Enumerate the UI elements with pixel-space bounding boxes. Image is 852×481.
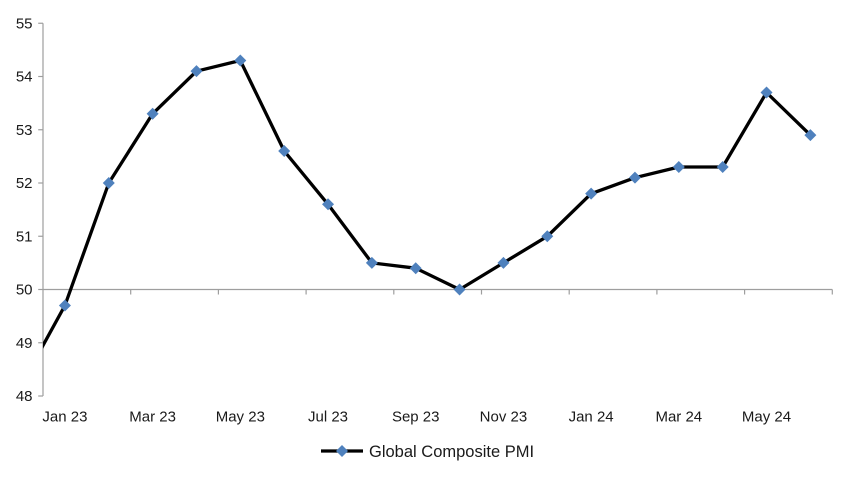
y-axis-tick-label: 49: [16, 335, 33, 352]
y-axis-tick-label: 51: [16, 228, 33, 245]
data-point-marker: [453, 283, 466, 296]
series-line: [43, 58, 813, 349]
data-point-marker: [102, 177, 115, 189]
data-point-marker: [585, 187, 598, 200]
data-point-marker: [804, 129, 817, 142]
data-point-marker: [541, 230, 554, 243]
y-axis-tick-label: 48: [16, 388, 33, 405]
y-axis-tick-label: 53: [16, 122, 33, 139]
data-point-marker: [497, 256, 510, 269]
data-point-marker: [409, 262, 422, 275]
y-axis-tick-label: 50: [16, 282, 33, 299]
x-axis-tick-label: May 24: [742, 409, 791, 426]
legend: Global Composite PMI: [321, 443, 534, 461]
x-axis-tick-label: Nov 23: [480, 409, 528, 426]
data-point-marker: [234, 54, 247, 67]
axes: [38, 22, 833, 397]
y-axis-tick-label: 52: [16, 175, 33, 192]
y-axis: 55 54 53 52 51 50 49 48: [16, 15, 33, 405]
data-point-marker: [190, 65, 203, 78]
data-point-marker: [278, 145, 291, 158]
x-axis-tick-label: Jan 24: [569, 409, 614, 426]
data-point-marker: [322, 198, 335, 211]
legend-label: Global Composite PMI: [369, 443, 534, 461]
x-axis-tick-label: May 23: [216, 409, 265, 426]
data-point-marker: [365, 256, 378, 269]
x-axis-tick-label: Jan 23: [42, 409, 87, 426]
legend-marker-icon: [336, 445, 348, 457]
x-axis-tick-label: Sep 23: [392, 409, 440, 426]
x-axis-tick-label: Mar 24: [655, 409, 702, 426]
x-axis-tick-label: Mar 23: [129, 409, 176, 426]
data-point-marker: [146, 107, 159, 120]
y-axis-tick-label: 54: [16, 69, 33, 86]
series-global-composite-pmi: [43, 54, 817, 349]
y-axis-tick-label: 55: [16, 15, 33, 32]
x-axis-tick-label: Jul 23: [308, 409, 348, 426]
x-axis: Jan 23 Mar 23 May 23 Jul 23 Sep 23 Nov 23 Jan …: [42, 409, 791, 426]
data-point-marker: [58, 299, 71, 312]
data-point-marker: [760, 86, 773, 99]
data-point-marker: [628, 171, 641, 184]
data-point-marker: [672, 161, 685, 174]
data-point-marker: [716, 161, 729, 174]
